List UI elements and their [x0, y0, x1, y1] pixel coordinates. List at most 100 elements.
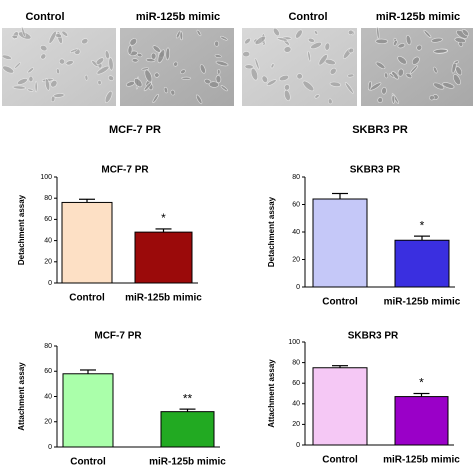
image-label: miR-125b mimic [136, 11, 220, 23]
y-tick-label: 60 [44, 216, 52, 223]
cell [307, 37, 315, 43]
cell [215, 60, 229, 67]
cell [180, 69, 186, 75]
cell [261, 75, 268, 83]
cell [134, 78, 143, 88]
cell [196, 29, 202, 37]
cell [40, 53, 47, 60]
cell [244, 37, 251, 45]
cell [11, 34, 19, 39]
y-tick-label: 20 [44, 419, 52, 426]
cell [40, 45, 48, 52]
cell [129, 38, 137, 46]
cell [12, 85, 27, 90]
cell [170, 89, 176, 96]
cell [318, 54, 328, 66]
cell [97, 79, 102, 86]
cell [53, 93, 65, 98]
cell [433, 82, 445, 90]
x-tick-label: miR-125b mimic [125, 293, 202, 304]
cell [150, 52, 157, 60]
cell [375, 61, 386, 70]
cell [254, 35, 266, 45]
cell [314, 30, 318, 35]
cell [283, 46, 292, 53]
cell [48, 30, 57, 44]
panel-label: SKBR3 PR [352, 124, 408, 136]
cell [179, 31, 183, 41]
cell [381, 87, 387, 95]
bar [134, 231, 193, 284]
cell [157, 49, 166, 64]
x-tick-label: Control [322, 455, 358, 466]
cell [244, 64, 254, 70]
x-tick-label: miR-125b mimic [384, 297, 461, 308]
cell [367, 80, 372, 91]
y-tick-label: 0 [296, 284, 300, 291]
y-tick-label: 80 [44, 195, 52, 202]
cell [347, 29, 354, 35]
x-tick-label: miR-125b mimic [149, 457, 226, 468]
cell [411, 56, 420, 65]
cell [376, 26, 380, 40]
y-tick-label: 20 [292, 421, 300, 428]
x-tick-label: Control [322, 297, 358, 308]
cell [152, 93, 159, 103]
cell [453, 74, 461, 86]
y-tick-label: 100 [288, 339, 300, 346]
cell [127, 45, 133, 55]
cell [391, 94, 395, 104]
cell [455, 66, 463, 76]
cell [44, 78, 51, 91]
cell [144, 69, 153, 83]
y-tick-label: 0 [296, 442, 300, 449]
cell [131, 58, 139, 63]
cell [310, 42, 322, 50]
cell [284, 84, 290, 91]
cell [389, 73, 395, 78]
chart-title: SKBR3 PR [348, 331, 399, 342]
cell [348, 47, 355, 54]
cell [65, 60, 74, 66]
cell [108, 57, 114, 71]
cell [108, 75, 114, 81]
cell [199, 64, 206, 74]
cell [266, 79, 277, 86]
image-label: Control [288, 11, 327, 23]
cell [215, 74, 222, 84]
cell [28, 75, 34, 83]
cell [329, 67, 337, 75]
cell [250, 67, 259, 81]
cell [347, 73, 355, 78]
significance-mark: * [161, 211, 166, 225]
cell [270, 63, 275, 69]
image-label: Control [25, 11, 64, 23]
y-axis-label: Attachment assay [17, 362, 26, 431]
chart-title: SKBR3 PR [350, 165, 401, 176]
cell [143, 82, 152, 92]
cell [220, 85, 228, 92]
panel-label: MCF-7 PR [109, 124, 161, 136]
significance-mark: * [419, 376, 424, 390]
bar [160, 411, 215, 448]
x-tick-label: Control [70, 457, 106, 468]
y-tick-label: 20 [292, 256, 300, 263]
cell [14, 62, 21, 69]
cell [27, 67, 34, 74]
significance-mark: * [420, 218, 425, 232]
cell [165, 47, 170, 61]
cell [429, 95, 435, 101]
cell [50, 80, 58, 88]
cell [214, 40, 219, 47]
y-tick-label: 80 [44, 343, 52, 350]
y-axis-label: Detachment assay [267, 196, 276, 267]
y-tick-label: 40 [44, 393, 52, 400]
cell [254, 57, 260, 70]
chart-title: MCF-7 PR [94, 331, 142, 342]
y-tick-label: 60 [292, 380, 300, 387]
cell [163, 86, 169, 94]
cell [220, 36, 228, 41]
cell [154, 72, 160, 78]
bar [394, 239, 450, 288]
